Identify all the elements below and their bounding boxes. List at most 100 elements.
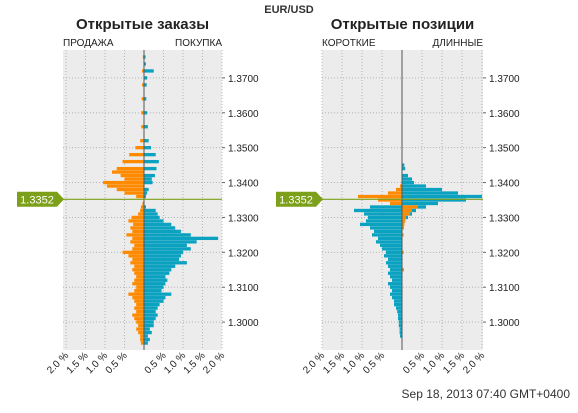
bar-left xyxy=(396,187,402,192)
bar-right xyxy=(144,222,172,227)
bar-left xyxy=(140,205,144,209)
bar-left xyxy=(390,268,402,272)
y-tick-label: 1.3200 xyxy=(489,248,520,259)
bar-left xyxy=(112,170,144,174)
bar-left xyxy=(392,289,402,293)
bar-left xyxy=(380,243,402,248)
left-side-label: КОРОТКИЕ xyxy=(322,38,376,49)
bar-left xyxy=(134,243,144,248)
bar-right xyxy=(144,271,170,275)
bar-right xyxy=(402,177,412,181)
x-tick-label: 1.0 % xyxy=(421,350,447,376)
bar-left xyxy=(399,327,402,331)
left-side-label: ПРОДАЖА xyxy=(63,38,114,49)
bar-left xyxy=(374,229,402,234)
bar-left xyxy=(370,226,402,230)
bar-right xyxy=(402,198,466,202)
bar-right xyxy=(144,299,164,303)
y-tick-label: 1.3600 xyxy=(228,109,259,120)
bar-left xyxy=(134,289,144,293)
bar-right xyxy=(402,233,404,237)
x-tick-label: 1.0 % xyxy=(341,350,367,376)
bar-left xyxy=(130,261,144,265)
bar-left xyxy=(138,330,144,335)
bar-right xyxy=(144,278,168,282)
bar-left xyxy=(116,166,144,171)
bar-left xyxy=(132,313,144,317)
bar-left xyxy=(394,299,402,303)
y-tick-label: 1.3300 xyxy=(489,213,520,224)
bar-right xyxy=(144,76,148,80)
x-tick-label: 0.5 % xyxy=(104,350,130,376)
bar-left xyxy=(390,292,402,296)
y-tick-label: 1.3500 xyxy=(489,144,520,155)
y-tick-label: 1.3400 xyxy=(489,179,520,190)
bar-left xyxy=(136,275,144,279)
bar-left xyxy=(392,296,402,300)
bar-left xyxy=(354,208,402,213)
bar-right xyxy=(144,337,150,342)
bar-left xyxy=(376,240,402,244)
bar-right xyxy=(144,236,219,241)
bar-left xyxy=(134,278,144,282)
bar-left xyxy=(136,302,144,307)
bar-left xyxy=(134,271,144,275)
bar-left xyxy=(128,292,144,296)
bar-left xyxy=(142,201,144,206)
bar-right xyxy=(144,233,191,237)
bar-left xyxy=(130,240,144,244)
panel-title: Открытые позиции xyxy=(331,16,475,33)
bar-left xyxy=(136,285,144,289)
bar-right xyxy=(402,250,404,254)
bar-right xyxy=(144,306,158,310)
bar-left xyxy=(134,306,144,310)
bar-right xyxy=(144,212,158,216)
bar-right xyxy=(144,285,164,289)
bar-left xyxy=(132,247,144,251)
bar-right xyxy=(402,180,414,185)
bar-right xyxy=(402,194,482,199)
bar-right xyxy=(402,191,458,195)
bar-left xyxy=(378,236,402,241)
bar-right xyxy=(402,212,410,216)
y-tick-label: 1.3000 xyxy=(228,318,259,329)
bar-left xyxy=(400,334,402,338)
y-tick-label: 1.3500 xyxy=(228,144,259,155)
x-tick-label: 1.5 % xyxy=(441,350,467,376)
bar-right xyxy=(144,180,153,185)
bar-left xyxy=(141,125,144,129)
bar-right xyxy=(144,330,152,335)
bar-left xyxy=(378,198,402,202)
bar-left xyxy=(366,219,402,223)
panels: 1.3352 1.3700 1.3600 1.3500 1.3400 1.3300 1.32… xyxy=(17,16,520,376)
bar-right xyxy=(144,187,149,192)
panel-title: Открытые заказы xyxy=(76,16,209,33)
bar-left xyxy=(368,215,402,220)
y-tick-label: 1.3100 xyxy=(489,283,520,294)
bar-left xyxy=(122,250,144,254)
x-tick-label: 2.0 % xyxy=(461,350,487,376)
bar-right xyxy=(402,184,426,188)
x-tick-label: 1.5 % xyxy=(321,350,347,376)
bar-right xyxy=(144,292,172,296)
y-tick-label: 1.3700 xyxy=(228,74,259,85)
bar-right xyxy=(144,159,159,164)
bar-left xyxy=(138,212,144,216)
bar-right xyxy=(402,222,405,227)
x-tick-label: 2.0 % xyxy=(301,350,327,376)
bar-right xyxy=(144,250,183,254)
bar-left xyxy=(141,97,144,101)
bar-left xyxy=(398,313,402,317)
bar-left xyxy=(388,282,402,286)
bar-right xyxy=(144,55,146,59)
bar-left xyxy=(398,316,402,321)
bar-right xyxy=(144,69,154,73)
bar-left xyxy=(399,330,402,335)
bar-right xyxy=(144,83,147,87)
bar-left xyxy=(116,187,144,192)
bar-left xyxy=(358,194,402,199)
bar-right xyxy=(402,166,406,171)
y-tick-label: 1.3400 xyxy=(228,179,259,190)
bar-right xyxy=(144,296,166,300)
footer-timestamp: Sep 18, 2013 07:40 GMT+0400 xyxy=(402,387,571,401)
